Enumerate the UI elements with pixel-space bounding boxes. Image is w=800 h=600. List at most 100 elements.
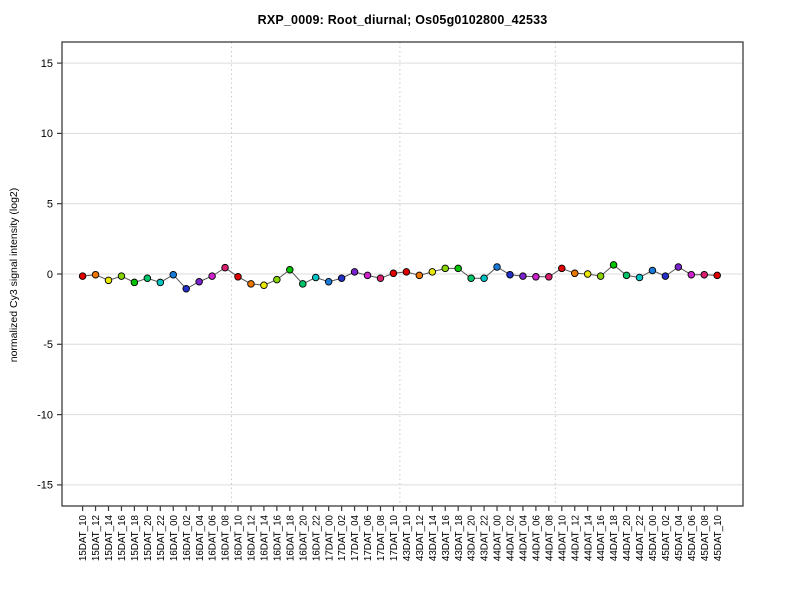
y-axis-tick-label: 5 [47,198,53,210]
x-axis-tick-label: 16DAT_16 [272,514,283,561]
data-point [558,264,566,273]
x-axis-tick-label: 16DAT_10 [234,514,245,561]
data-point [402,268,411,276]
x-axis-tick-label: 44DAT_18 [609,514,620,561]
x-axis-tick-label: 16DAT_20 [298,514,309,561]
x-axis-tick-label: 44DAT_04 [519,514,530,561]
x-axis-tick-label: 17DAT_06 [363,514,374,561]
y-axis-tick-label: -15 [37,480,53,492]
x-axis-tick-label: 43DAT_18 [454,514,465,561]
data-point [596,272,605,280]
x-axis-tick-label: 16DAT_08 [221,514,232,561]
data-point [311,273,320,282]
data-point [324,277,333,286]
x-axis-tick-label: 16DAT_00 [169,514,180,561]
x-axis-tick-label: 17DAT_08 [376,514,387,561]
x-axis-tick-label: 15DAT_14 [104,514,115,561]
data-point [480,274,488,282]
data-point [506,270,514,279]
data-point [234,273,242,281]
data-point [247,280,255,288]
y-axis-tick-label: 15 [41,58,53,70]
y-axis-tick-label: -5 [43,339,53,351]
x-axis-tick-label: 44DAT_22 [635,515,646,561]
data-point [428,268,437,276]
x-axis-tick-label: 45DAT_02 [661,515,672,561]
x-axis-tick-label: 16DAT_22 [311,515,322,561]
x-axis-tick-label: 17DAT_04 [350,514,361,561]
x-axis-tick-label: 17DAT_00 [324,514,335,561]
data-point [195,277,203,286]
data-point [454,264,462,273]
data-point [117,272,126,280]
data-point [156,278,165,287]
data-point [182,285,190,293]
x-axis-tick-label: 43DAT_16 [441,514,452,561]
data-point [104,276,113,285]
x-axis-tick-label: 16DAT_12 [247,515,258,561]
x-axis-tick-label: 44DAT_02 [506,515,517,561]
x-axis-tick-label: 17DAT_10 [389,514,400,561]
data-point [286,266,294,274]
data-point [661,272,670,280]
x-axis-tick-label: 16DAT_06 [208,514,219,561]
data-point [221,263,229,272]
data-point [622,271,631,280]
data-point [273,275,281,284]
x-axis-tick-label: 45DAT_08 [700,514,711,561]
x-axis-tick-label: 43DAT_22 [480,515,491,561]
x-axis-tick-label: 15DAT_18 [130,514,141,561]
data-point [91,270,100,279]
data-point [415,271,424,280]
x-axis-tick-label: 45DAT_06 [687,514,698,561]
data-point [299,280,307,288]
data-point [130,278,139,287]
data-point [713,271,721,280]
x-axis-tick-label: 44DAT_06 [531,514,542,561]
data-point [350,268,359,276]
data-point [78,272,87,280]
x-axis-tick-label: 43DAT_10 [402,514,413,561]
data-point [143,274,152,282]
data-point [545,273,553,281]
x-axis-tick-label: 44DAT_14 [583,514,594,561]
data-point [260,281,268,289]
x-axis-tick-label: 44DAT_20 [622,514,633,561]
data-point [674,263,683,271]
data-point [609,261,618,269]
x-axis-tick-label: 15DAT_12 [91,515,102,561]
y-axis-tick-label: 10 [41,128,53,140]
chart-title: RXP_0009: Root_diurnal; Os05g0102800_425… [257,13,548,27]
x-axis-tick-label: 43DAT_12 [415,515,426,561]
data-point [532,273,540,281]
data-point [208,272,216,280]
x-axis-tick-label: 45DAT_00 [648,514,659,561]
x-axis-tick-label: 16DAT_02 [182,515,193,561]
data-point [467,274,475,282]
x-axis-tick-label: 16DAT_04 [195,514,206,561]
x-axis-tick-label: 15DAT_22 [156,515,167,561]
x-axis-tick-label: 16DAT_14 [260,514,271,561]
x-axis-tick-label: 44DAT_08 [544,514,555,561]
data-point [169,270,178,279]
x-axis-tick-label: 45DAT_04 [674,514,685,561]
x-axis-tick-label: 16DAT_18 [285,514,296,561]
x-axis-tick-label: 17DAT_02 [337,515,348,561]
data-point [519,272,527,280]
x-axis-tick-label: 15DAT_10 [78,514,89,561]
y-axis-tick-label: -10 [37,409,53,421]
data-point [389,269,398,278]
x-axis-tick-label: 44DAT_16 [596,514,607,561]
data-point [583,270,592,278]
x-axis-tick-label: 45DAT_10 [713,514,724,561]
x-axis-tick-label: 15DAT_16 [117,514,128,561]
x-axis-tick-label: 43DAT_20 [467,514,478,561]
data-point [337,274,346,282]
data-point [570,269,579,278]
x-axis-tick-label: 44DAT_12 [570,515,581,561]
x-axis-tick-label: 44DAT_10 [557,514,568,561]
data-point [687,270,696,279]
data-point [493,263,501,271]
